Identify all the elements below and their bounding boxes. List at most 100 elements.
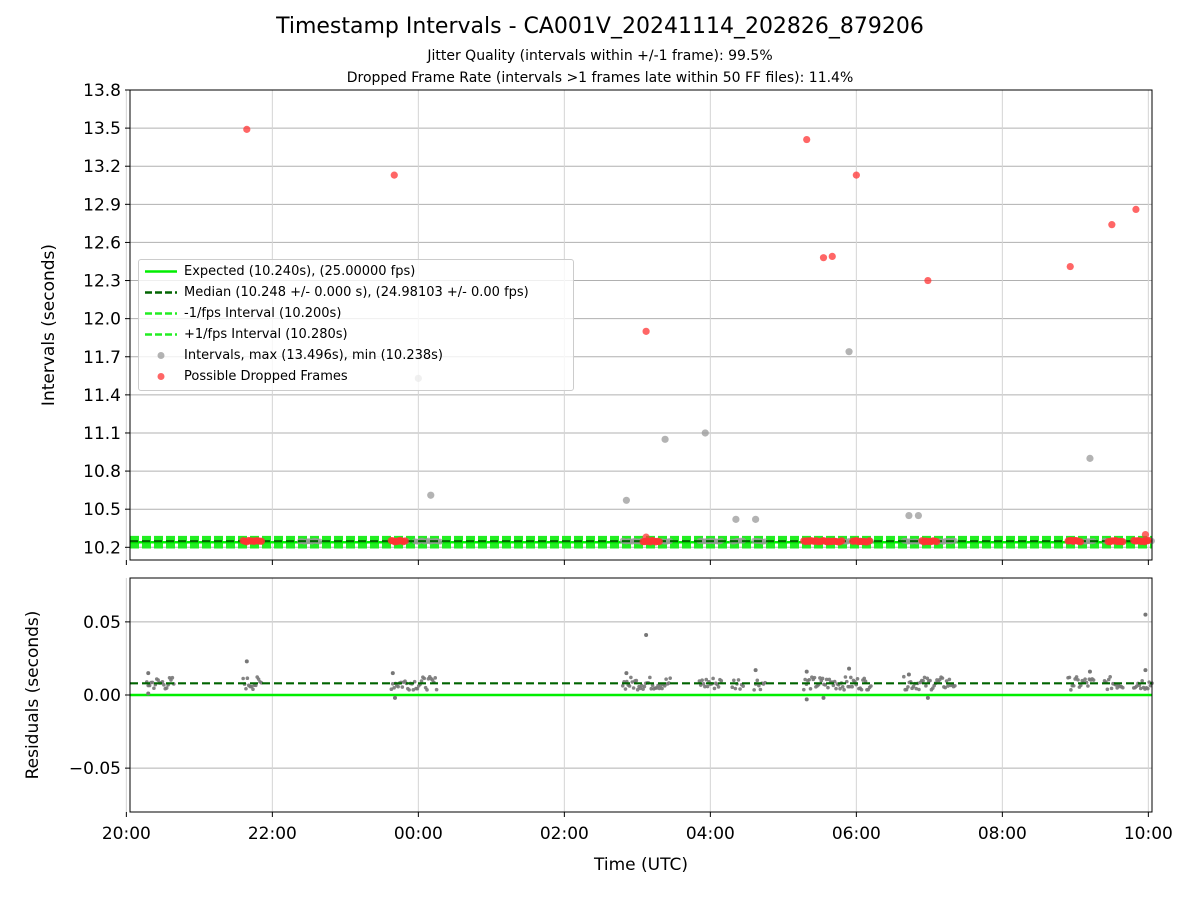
residual-outlier-point	[1087, 669, 1092, 674]
residual-outlier-point	[624, 671, 629, 676]
residual-point	[736, 678, 741, 682]
intervals-y-axis-label: Intervals (seconds)	[39, 244, 59, 406]
dropped-frame-outlier-point	[1132, 205, 1140, 214]
residual-point	[801, 687, 806, 692]
x-tick-label: 00:00	[394, 824, 443, 844]
y-tick-label: 12.0	[83, 310, 121, 330]
x-tick-label: 04:00	[686, 824, 735, 844]
dropped-frame-outlier-point	[1066, 262, 1074, 271]
dropped-frame-point	[933, 538, 941, 546]
residual-point	[245, 676, 250, 680]
residual-point	[855, 677, 860, 681]
dropped-frame-outlier-point	[803, 135, 811, 144]
residual-point	[419, 679, 424, 683]
residual-point	[256, 677, 261, 681]
residual-point	[820, 676, 825, 681]
y-tick-label: 0.05	[83, 613, 121, 633]
dropped-frame-outlier-point	[642, 533, 650, 541]
residual-point	[703, 684, 707, 689]
residual-point	[869, 684, 873, 688]
residual-point	[1069, 688, 1073, 692]
residual-point	[649, 686, 654, 691]
residual-point	[704, 677, 709, 682]
residuals-y-axis-label: Residuals (seconds)	[23, 611, 43, 780]
legend-label-minus-1fps: -1/fps Interval (10.200s)	[184, 306, 342, 321]
residual-point	[664, 677, 668, 681]
residual-point	[1106, 677, 1111, 682]
dropped-frame-point	[257, 537, 265, 545]
residual-point	[1091, 678, 1096, 682]
residual-outlier-point	[753, 668, 758, 673]
legend-label-plus-1fps: +1/fps Interval (10.280s)	[184, 327, 348, 342]
residual-point	[162, 683, 166, 687]
residual-point	[807, 678, 811, 682]
residual-outlier-point	[146, 671, 151, 676]
residual-point	[925, 676, 930, 681]
residual-point	[862, 676, 867, 681]
residual-point	[425, 688, 429, 692]
residual-point	[733, 686, 738, 691]
residual-point	[1115, 686, 1119, 690]
residual-point	[711, 676, 715, 681]
residual-point	[904, 687, 909, 692]
interval-point	[437, 538, 444, 545]
residual-point	[741, 684, 745, 688]
residual-point	[396, 684, 400, 689]
residual-point	[758, 687, 763, 692]
residual-point	[400, 685, 405, 689]
residual-point	[716, 685, 721, 689]
residual-point	[1145, 686, 1150, 691]
residual-outlier-point	[1143, 668, 1148, 673]
x-tick-label: 22:00	[248, 824, 297, 844]
residual-outlier-point	[644, 633, 649, 638]
residual-outlier-point	[906, 672, 911, 677]
residual-point	[914, 686, 919, 691]
residual-point	[660, 686, 664, 691]
residual-point	[1067, 675, 1072, 680]
interval-outlier-point	[914, 511, 923, 520]
interval-outlier-point	[845, 348, 853, 356]
residual-point	[732, 678, 736, 683]
dropped-frame-outlier-point	[828, 252, 836, 261]
residual-point	[667, 681, 671, 685]
residual-point	[630, 680, 635, 684]
interval-point	[951, 537, 958, 544]
residual-point	[668, 676, 672, 680]
legend-label-dropped-frames: Possible Dropped Frames	[184, 369, 348, 384]
residual-point	[433, 676, 438, 680]
residual-point	[1121, 685, 1125, 690]
residual-point	[1086, 684, 1090, 688]
residual-point	[947, 677, 952, 682]
residual-point	[241, 676, 245, 681]
dropped-frame-point	[865, 537, 874, 545]
residual-point	[648, 675, 652, 680]
dropped-frame-outlier-point	[642, 327, 650, 335]
y-tick-label: 10.5	[83, 500, 121, 520]
dropped-frame-point	[1076, 538, 1085, 546]
residual-point	[156, 678, 160, 682]
dropped-frame-outlier-point	[243, 125, 251, 133]
residual-point	[415, 686, 420, 691]
residual-point	[946, 684, 950, 688]
interval-outlier-point	[732, 515, 740, 523]
x-tick-label: 10:00	[1124, 824, 1173, 844]
y-tick-label: 12.3	[83, 272, 121, 292]
dropped-frame-rate-subtitle: Dropped Frame Rate (intervals >1 frames …	[346, 70, 854, 86]
y-tick-label: 12.9	[83, 195, 121, 215]
residual-point	[924, 684, 928, 688]
interval-outlier-point	[905, 511, 913, 520]
residual-point	[697, 679, 702, 683]
y-tick-label: 12.6	[83, 233, 121, 253]
residual-point	[1079, 683, 1083, 688]
residual-point	[738, 687, 742, 691]
residual-point	[623, 687, 628, 691]
y-tick-label: 11.1	[83, 424, 121, 444]
residual-outlier-point	[244, 659, 249, 664]
x-tick-label: 06:00	[832, 824, 881, 844]
residual-point	[917, 687, 921, 692]
residual-point	[1134, 684, 1139, 689]
residual-point	[824, 677, 829, 682]
dropped-frame-outlier-point	[1108, 221, 1116, 229]
residual-point	[911, 684, 916, 689]
